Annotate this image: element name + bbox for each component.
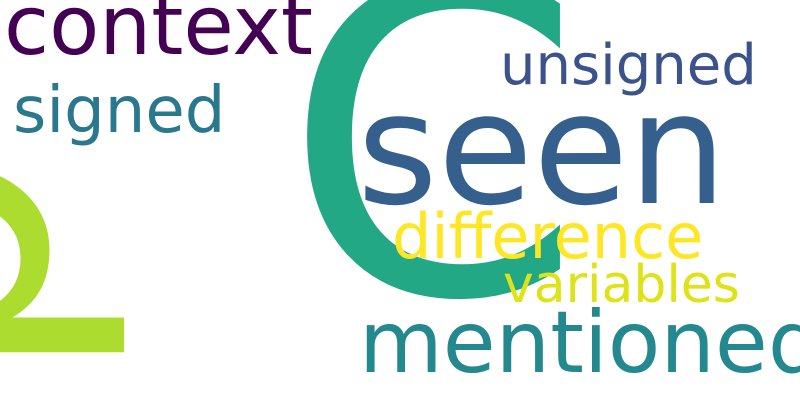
word-seen: seen xyxy=(357,59,727,240)
word-p: p xyxy=(0,143,135,387)
word-difference: difference xyxy=(392,200,703,273)
word-c: C xyxy=(283,0,583,395)
word-context: context xyxy=(4,0,313,74)
word-variables: variables xyxy=(503,255,740,315)
word-mentioned: mentioned xyxy=(359,293,800,393)
word-signed: signed xyxy=(13,74,225,148)
word-unsigned: unsigned xyxy=(500,33,757,98)
